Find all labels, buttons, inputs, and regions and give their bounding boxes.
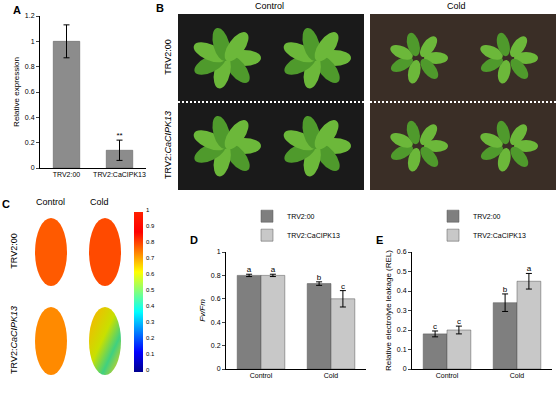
- svg-text:**: **: [116, 131, 122, 140]
- svg-text:a: a: [247, 265, 252, 274]
- svg-text:1.2: 1.2: [25, 12, 35, 19]
- html-text:C: C: [2, 198, 10, 210]
- html-text:CaCIPK13: CaCIPK13: [9, 306, 19, 349]
- html-text:0.5: 0.5: [146, 287, 155, 293]
- html-text:0.8: 0.8: [146, 239, 155, 245]
- html-text:Cold: Cold: [447, 1, 466, 11]
- html-text:B: B: [156, 2, 164, 14]
- svg-text:0: 0: [31, 164, 35, 171]
- svg-text:0.4: 0.4: [25, 114, 35, 121]
- svg-text:0.6: 0.6: [211, 295, 221, 302]
- html-text:TRV2:: TRV2:: [163, 153, 173, 179]
- svg-text:Fv/Fm: Fv/Fm: [198, 299, 207, 322]
- html-text:Control: Control: [255, 1, 284, 11]
- svg-text:0.4: 0.4: [397, 287, 407, 294]
- svg-text:c: c: [457, 317, 461, 326]
- html-text:0.6: 0.6: [146, 271, 155, 277]
- svg-text:Cold: Cold: [324, 372, 339, 379]
- svg-text:TRV2:00: TRV2:00: [287, 213, 315, 220]
- svg-text:0.8: 0.8: [25, 63, 35, 70]
- html-text:TRV2:00: TRV2:00: [9, 233, 19, 269]
- svg-text:Relative expression: Relative expression: [12, 57, 21, 127]
- svg-text:a: a: [271, 265, 276, 274]
- svg-text:c: c: [433, 322, 437, 331]
- svg-text:TRV2:00: TRV2:00: [473, 213, 501, 220]
- svg-text:0.3: 0.3: [397, 307, 407, 314]
- svg-text:0.1: 0.1: [397, 346, 407, 353]
- svg-text:a: a: [527, 264, 532, 273]
- svg-text:0.4: 0.4: [211, 319, 221, 326]
- svg-text:b: b: [317, 273, 322, 282]
- svg-text:TRV2:CaCIPK13: TRV2:CaCIPK13: [93, 171, 146, 178]
- html-text:0.2: 0.2: [146, 335, 155, 341]
- html-text:Cold: Cold: [90, 197, 109, 207]
- svg-text:E: E: [376, 234, 383, 246]
- svg-text:0.2: 0.2: [211, 342, 221, 349]
- html-text:0.7: 0.7: [146, 255, 155, 261]
- svg-text:c: c: [341, 282, 345, 291]
- svg-text:0.6: 0.6: [25, 88, 35, 95]
- svg-text:A: A: [13, 4, 21, 16]
- html-text:0.3: 0.3: [146, 319, 155, 325]
- svg-text:TRV2:00: TRV2:00: [53, 171, 81, 178]
- svg-text:Cold: Cold: [510, 372, 525, 379]
- svg-text:0.2: 0.2: [397, 326, 407, 333]
- html-text:1: 1: [146, 207, 150, 213]
- svg-text:0: 0: [217, 365, 221, 372]
- svg-text:b: b: [503, 285, 508, 294]
- html-text:TRV2:: TRV2:: [9, 348, 19, 374]
- html-text:0.9: 0.9: [146, 223, 155, 229]
- html-text:0.1: 0.1: [146, 351, 155, 357]
- svg-text:Relative electrolyte leakage (: Relative electrolyte leakage (REL): [384, 250, 393, 371]
- svg-text:D: D: [190, 234, 198, 246]
- svg-text:Control: Control: [250, 372, 273, 379]
- svg-text:0.2: 0.2: [25, 139, 35, 146]
- svg-text:0.6: 0.6: [397, 248, 407, 255]
- svg-text:0.8: 0.8: [211, 272, 221, 279]
- svg-text:1: 1: [217, 248, 221, 255]
- html-text:Control: Control: [36, 197, 65, 207]
- svg-text:1: 1: [31, 38, 35, 45]
- html-text:TRV2:00: TRV2:00: [163, 39, 173, 75]
- svg-text:TRV2:CaCIPK13: TRV2:CaCIPK13: [287, 232, 340, 239]
- html-text:0: 0: [146, 367, 150, 373]
- svg-text:0: 0: [403, 365, 407, 372]
- svg-text:TRV2:CaCIPK13: TRV2:CaCIPK13: [473, 232, 526, 239]
- html-text:CaCIPK13: CaCIPK13: [163, 111, 173, 154]
- svg-text:0.5: 0.5: [397, 268, 407, 275]
- svg-text:Control: Control: [436, 372, 459, 379]
- html-text:0.4: 0.4: [146, 303, 155, 309]
